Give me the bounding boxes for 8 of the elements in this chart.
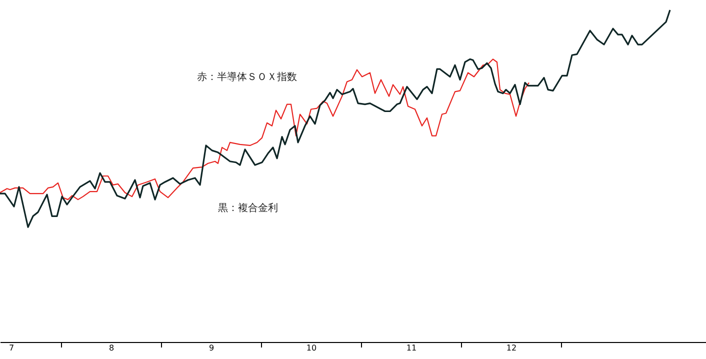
x-tick-label: 10 <box>306 344 317 352</box>
x-tick-label: 8 <box>108 344 114 352</box>
annotation: 赤：半導体ＳＯＸ指数 <box>197 71 297 83</box>
x-tick-label: 11 <box>406 344 417 352</box>
x-tick-label: 7 <box>8 344 14 352</box>
x-tick-label: 12 <box>506 344 517 352</box>
annotation: 黒：複合金利 <box>218 202 278 214</box>
x-tick-label: 9 <box>208 344 214 352</box>
